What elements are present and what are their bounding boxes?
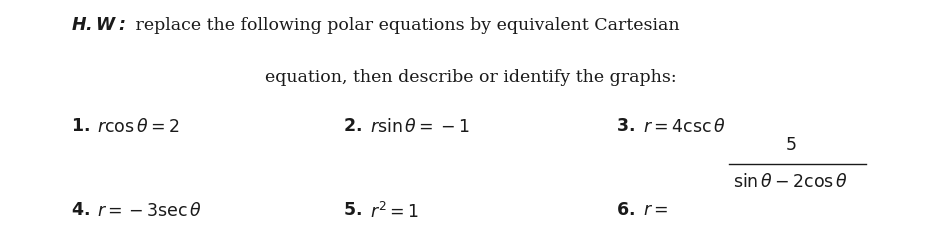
Text: $\mathbf{4.}$: $\mathbf{4.}$ — [71, 202, 89, 219]
Text: $r =$: $r =$ — [643, 202, 668, 219]
Text: $\mathbf{5.}$: $\mathbf{5.}$ — [343, 202, 362, 219]
Text: $r\cos\theta = 2$: $r\cos\theta = 2$ — [97, 118, 180, 136]
Text: $r\sin\theta = -1$: $r\sin\theta = -1$ — [370, 118, 470, 136]
Text: $\mathbf{6.}$: $\mathbf{6.}$ — [616, 202, 635, 219]
Text: $r^2 = 1$: $r^2 = 1$ — [370, 202, 419, 222]
Text: equation, then describe or identify the graphs:: equation, then describe or identify the … — [264, 69, 677, 86]
Text: $\mathbf{2.}$: $\mathbf{2.}$ — [343, 118, 362, 135]
Text: $\sin\theta - 2\cos\theta$: $\sin\theta - 2\cos\theta$ — [733, 173, 848, 191]
Text: $\bfit{H.W:}$: $\bfit{H.W:}$ — [71, 17, 125, 34]
Text: $r = 4\csc\theta$: $r = 4\csc\theta$ — [643, 118, 726, 136]
Text: $5$: $5$ — [785, 137, 796, 154]
Text: $r = -3\sec\theta$: $r = -3\sec\theta$ — [97, 202, 202, 220]
Text: $\mathbf{1.}$: $\mathbf{1.}$ — [71, 118, 89, 135]
Text: $\mathbf{3.}$: $\mathbf{3.}$ — [616, 118, 635, 135]
Text: replace the following polar equations by equivalent Cartesian: replace the following polar equations by… — [130, 17, 679, 34]
